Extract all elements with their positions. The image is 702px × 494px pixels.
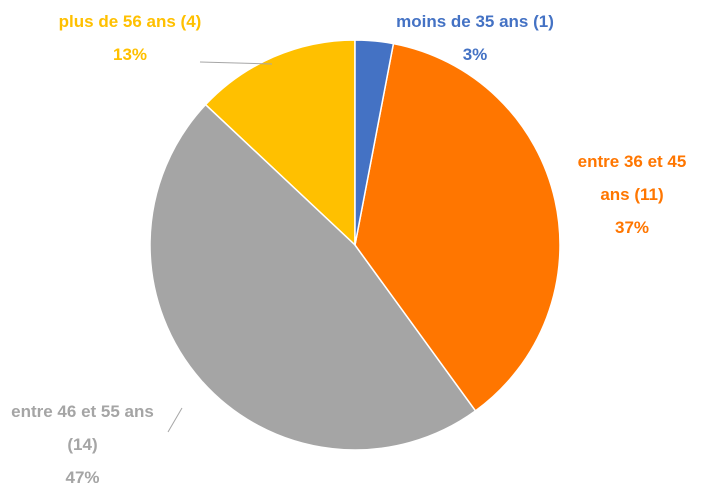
pie-slice (354, 39, 395, 246)
pie-slice (354, 42, 561, 412)
percent-label: 13% (112, 45, 148, 64)
pie-slice (204, 39, 356, 247)
category-label: moins de 35 ans (1) (396, 12, 554, 31)
data-label: moins de 35 ans (1) 3% (380, 5, 570, 71)
data-label: entre 36 et 45 ans (11) 37% (562, 145, 702, 244)
leader-line (199, 61, 273, 65)
category-label: plus de 56 ans (4) (58, 12, 202, 31)
data-label: plus de 56 ans (4) 13% (25, 5, 235, 71)
data-label: entre 46 et 55 ans (14) 47% (5, 395, 160, 494)
category-label: entre 46 et 55 ans (14) (11, 402, 154, 454)
leader-line (167, 407, 183, 433)
percent-label: 37% (614, 218, 650, 237)
category-label: entre 36 et 45 ans (11) (577, 152, 687, 204)
percent-label: 47% (65, 468, 100, 487)
percent-label: 3% (462, 45, 488, 64)
pie-slice (149, 103, 477, 451)
